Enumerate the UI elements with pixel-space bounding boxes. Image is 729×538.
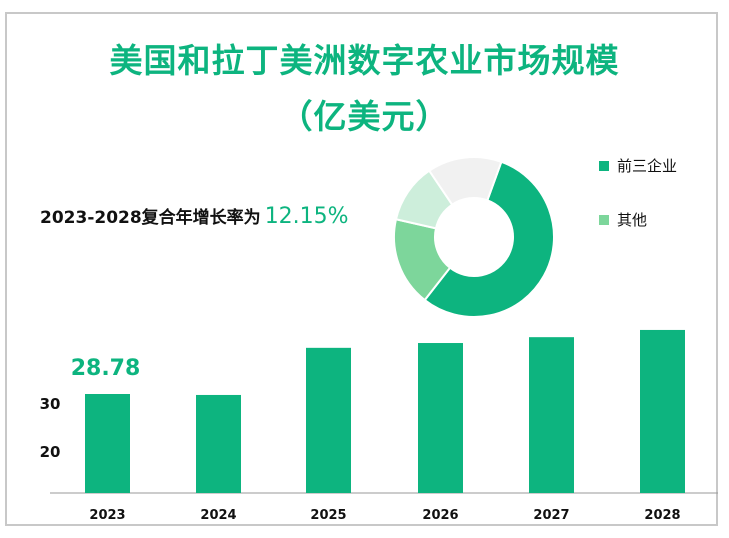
- legend-swatch: [599, 160, 609, 171]
- bar-2028: [640, 329, 685, 493]
- data-label: 28.78: [71, 356, 141, 381]
- bar-2026: [418, 343, 463, 493]
- x-tick-label: 2027: [533, 508, 569, 523]
- legend-label: 其他: [617, 211, 648, 229]
- bar-2023: [85, 394, 130, 493]
- x-tick-label: 2025: [310, 508, 346, 523]
- legend-item-other: 其他: [599, 209, 647, 230]
- y-tick-label: 30: [40, 395, 61, 413]
- donut-slice-0: [423, 160, 555, 318]
- cagr-value: 12.15%: [264, 204, 349, 229]
- legend-item-top3: 前三企业: [599, 155, 677, 176]
- x-tick-label: 2028: [644, 508, 680, 523]
- chart-frame: [5, 12, 718, 526]
- legend-swatch: [599, 214, 609, 225]
- y-tick-label: 20: [40, 443, 61, 461]
- legend-label: 前三企业: [617, 157, 678, 175]
- x-tick-label: 2023: [89, 508, 125, 523]
- cagr-label: 2023-2028复合年增长率为: [40, 208, 261, 228]
- cagr-text: 2023-2028复合年增长率为 12.15%: [40, 203, 349, 229]
- x-tick-label: 2024: [200, 508, 236, 523]
- chart-title: 美国和拉丁美洲数字农业市场规模: [109, 41, 620, 80]
- bar-2024: [196, 394, 241, 493]
- chart-subtitle: （亿美元）: [279, 97, 450, 136]
- donut-slice-3: [427, 156, 503, 207]
- x-tick-label: 2026: [422, 508, 458, 523]
- bar-2027: [529, 337, 574, 493]
- bar-2025: [306, 347, 351, 493]
